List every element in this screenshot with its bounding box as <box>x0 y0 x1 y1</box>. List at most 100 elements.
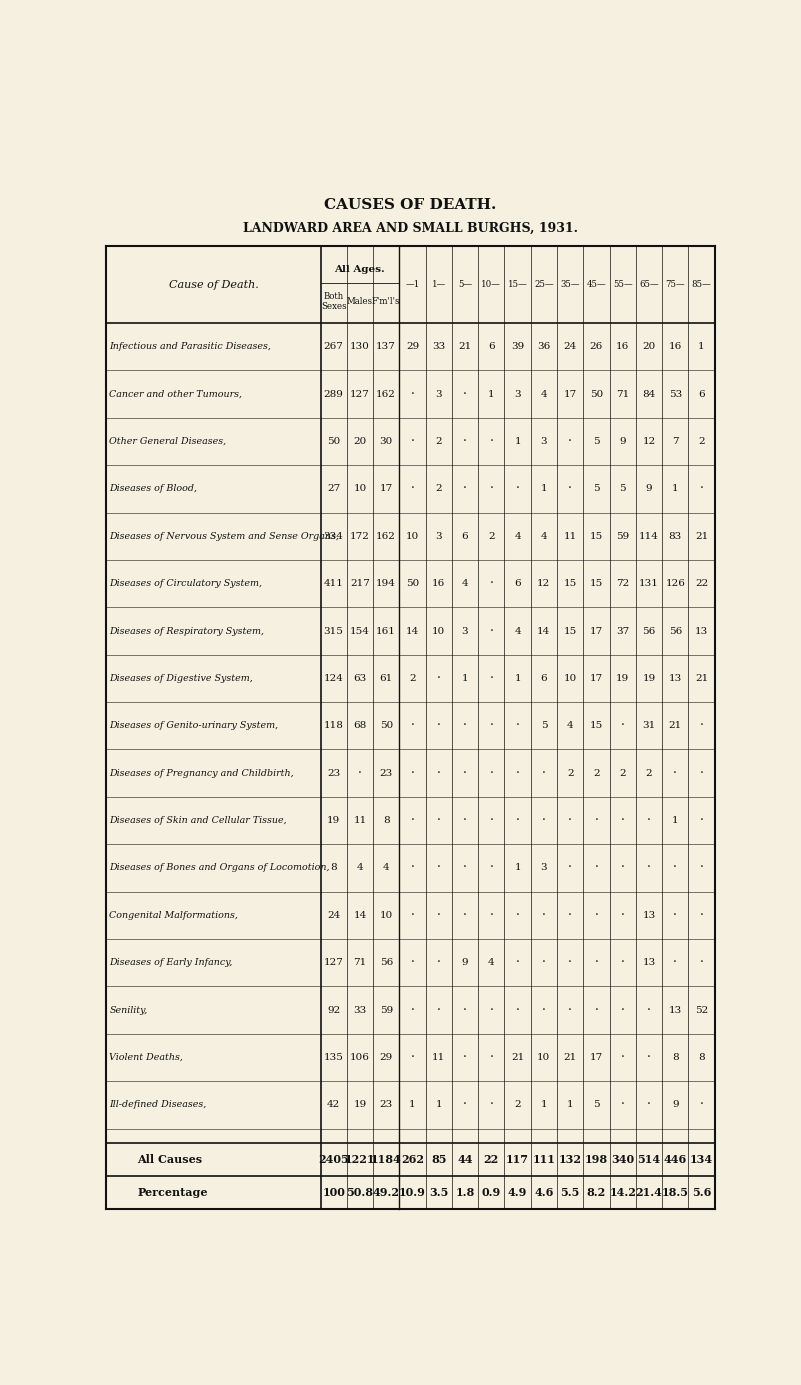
Text: 59: 59 <box>380 1006 392 1015</box>
Text: ·: · <box>621 909 625 922</box>
Text: ·: · <box>568 814 572 827</box>
Text: ·: · <box>358 767 362 780</box>
Text: 9: 9 <box>672 1101 678 1109</box>
Text: 1: 1 <box>461 674 469 683</box>
Text: 13: 13 <box>695 626 708 636</box>
Text: ·: · <box>699 956 703 970</box>
Text: CAUSES OF DEATH.: CAUSES OF DEATH. <box>324 198 497 212</box>
Text: 1184: 1184 <box>371 1154 401 1165</box>
Text: 50: 50 <box>327 436 340 446</box>
Text: 23: 23 <box>380 769 392 778</box>
Text: 21: 21 <box>695 674 708 683</box>
Text: ·: · <box>568 435 572 447</box>
Text: ·: · <box>647 1004 651 1017</box>
Text: ·: · <box>489 672 493 686</box>
Text: 55—: 55— <box>613 280 633 289</box>
Text: ·: · <box>621 956 625 970</box>
Text: 84: 84 <box>642 389 656 399</box>
Text: 10: 10 <box>353 485 367 493</box>
Text: 6: 6 <box>514 579 521 589</box>
Text: 4: 4 <box>356 863 363 873</box>
Text: 3: 3 <box>461 626 469 636</box>
Text: ·: · <box>568 861 572 874</box>
Text: ·: · <box>699 814 703 827</box>
Text: 4: 4 <box>541 532 547 540</box>
Text: 25—: 25— <box>534 280 553 289</box>
Text: 44: 44 <box>457 1154 473 1165</box>
Text: 24: 24 <box>564 342 577 352</box>
Text: ·: · <box>621 861 625 874</box>
Text: ·: · <box>568 482 572 496</box>
Text: ·: · <box>542 1004 545 1017</box>
Text: ·: · <box>489 578 493 590</box>
Text: 194: 194 <box>376 579 396 589</box>
Text: ·: · <box>699 767 703 780</box>
Text: ·: · <box>463 719 467 733</box>
Text: 2405: 2405 <box>318 1154 349 1165</box>
Text: ·: · <box>542 956 545 970</box>
Text: ·: · <box>542 814 545 827</box>
Text: 106: 106 <box>350 1053 370 1062</box>
Text: 5: 5 <box>593 485 600 493</box>
Text: Diseases of Pregnancy and Childbirth,: Diseases of Pregnancy and Childbirth, <box>110 769 294 778</box>
Text: ·: · <box>594 861 598 874</box>
Text: ·: · <box>489 1098 493 1111</box>
Text: 22: 22 <box>695 579 708 589</box>
Text: ·: · <box>489 625 493 637</box>
Text: ·: · <box>516 482 520 496</box>
Text: 8: 8 <box>383 816 389 825</box>
Text: 1: 1 <box>488 389 495 399</box>
Text: ·: · <box>489 482 493 496</box>
Text: ·: · <box>516 767 520 780</box>
Text: 0.9: 0.9 <box>481 1187 501 1198</box>
Text: ·: · <box>411 767 414 780</box>
Text: 13: 13 <box>642 958 656 967</box>
Text: ·: · <box>463 435 467 447</box>
Text: 111: 111 <box>533 1154 555 1165</box>
Text: 15: 15 <box>564 579 577 589</box>
Text: 56: 56 <box>669 626 682 636</box>
Text: 127: 127 <box>324 958 344 967</box>
Text: 15: 15 <box>590 532 603 540</box>
Text: ·: · <box>647 861 651 874</box>
Text: 21: 21 <box>669 722 682 730</box>
Text: 10: 10 <box>406 532 419 540</box>
Text: ·: · <box>516 719 520 733</box>
Text: 5: 5 <box>541 722 547 730</box>
Text: 20: 20 <box>642 342 656 352</box>
Text: 117: 117 <box>506 1154 529 1165</box>
Text: 50: 50 <box>406 579 419 589</box>
Text: 10: 10 <box>432 626 445 636</box>
Text: —1: —1 <box>405 280 420 289</box>
Text: 15: 15 <box>590 579 603 589</box>
Text: 2: 2 <box>436 436 442 446</box>
Text: 15: 15 <box>564 626 577 636</box>
Text: 21: 21 <box>458 342 472 352</box>
Text: 37: 37 <box>616 626 630 636</box>
Text: ·: · <box>542 767 545 780</box>
Text: 11: 11 <box>564 532 577 540</box>
Text: 1: 1 <box>567 1101 574 1109</box>
Text: 71: 71 <box>616 389 630 399</box>
Text: ·: · <box>411 435 414 447</box>
Text: All Causes: All Causes <box>138 1154 203 1165</box>
Text: 39: 39 <box>511 342 524 352</box>
Text: ·: · <box>489 719 493 733</box>
Text: ·: · <box>437 672 441 686</box>
Text: 3: 3 <box>436 532 442 540</box>
Text: 26: 26 <box>590 342 603 352</box>
Text: ·: · <box>463 1004 467 1017</box>
Text: 161: 161 <box>376 626 396 636</box>
Text: 4.6: 4.6 <box>534 1187 553 1198</box>
Text: ·: · <box>437 719 441 733</box>
Text: 65—: 65— <box>639 280 658 289</box>
Text: 4: 4 <box>488 958 495 967</box>
Text: ·: · <box>568 1004 572 1017</box>
Text: 24: 24 <box>327 911 340 920</box>
Text: 15—: 15— <box>508 280 528 289</box>
Text: ·: · <box>489 767 493 780</box>
Text: 8: 8 <box>672 1053 678 1062</box>
Text: Diseases of Blood,: Diseases of Blood, <box>110 485 197 493</box>
Text: ·: · <box>437 1004 441 1017</box>
Text: 61: 61 <box>380 674 392 683</box>
